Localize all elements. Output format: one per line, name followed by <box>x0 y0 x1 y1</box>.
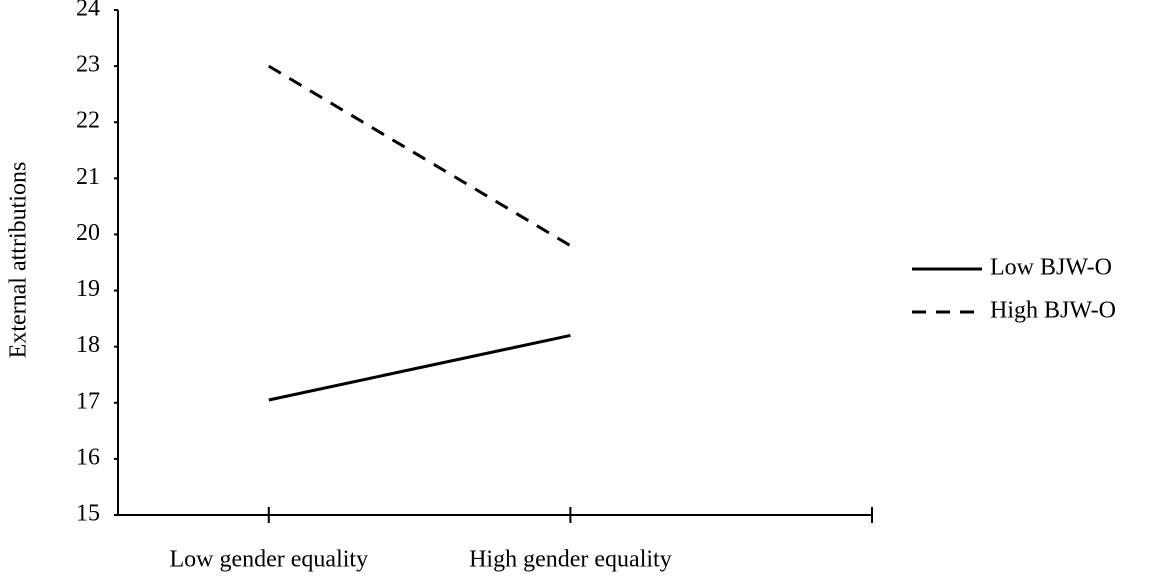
y-tick-label: 18 <box>76 332 100 358</box>
y-tick-label: 21 <box>76 164 100 190</box>
x-tick-label: Low gender equality <box>169 547 368 573</box>
series-line <box>268 64 572 247</box>
x-tick-label: High gender equality <box>469 547 672 573</box>
legend-label: Low BJW-O <box>990 255 1112 281</box>
y-tick-label: 24 <box>76 0 100 22</box>
y-tick-label: 17 <box>76 388 100 414</box>
y-axis-label: External attributions <box>6 162 32 359</box>
y-tick-label: 19 <box>76 276 100 302</box>
y-tick-label: 20 <box>76 220 100 246</box>
y-tick-label: 23 <box>76 52 100 78</box>
y-tick-label: 16 <box>76 444 100 470</box>
y-tick-label: 15 <box>76 501 100 527</box>
series-line <box>268 333 571 402</box>
y-tick-label: 22 <box>76 108 100 134</box>
legend-label: High BJW-O <box>990 298 1116 324</box>
